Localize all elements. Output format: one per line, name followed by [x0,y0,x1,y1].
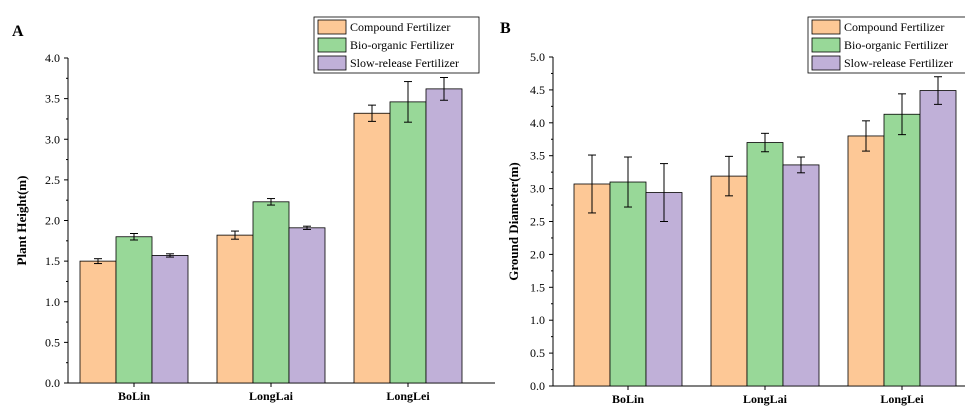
legend-swatch [811,37,841,53]
y-tick-label: 2.0 [45,214,60,228]
legend-entry: Slow-release Fertilizer [350,56,459,70]
y-axis-title: Plant Height(m) [14,176,29,266]
bar [216,234,254,384]
y-tick-label: 1.5 [45,254,60,268]
bar [782,164,820,387]
bar [919,90,957,387]
bar [115,236,153,384]
y-tick-label: 4.0 [530,116,545,130]
bar [353,112,391,384]
bar [883,113,921,387]
legend-entry: Bio-organic Fertilizer [844,38,948,52]
bar [151,255,189,384]
bar [710,175,748,387]
bar [847,135,885,387]
bar [288,227,326,384]
bar [389,101,427,384]
legend-swatch [811,19,841,35]
bar [645,192,683,387]
legend-swatch [317,19,347,35]
y-tick-label: 0.0 [530,379,545,393]
x-tick-label: LongLai [743,392,788,406]
y-tick-label: 3.5 [530,149,545,163]
bar [746,142,784,387]
y-tick-label: 4.5 [530,83,545,97]
panel-label: A [12,23,24,40]
y-tick-label: 3.0 [45,132,60,146]
x-tick-label: BoLin [118,389,150,403]
y-tick-label: 2.5 [45,173,60,187]
bar [573,183,611,387]
y-axis-title: Ground Diameter(m) [506,162,521,281]
y-tick-label: 3.0 [530,182,545,196]
legend-swatch [317,55,347,71]
x-tick-label: LongLei [386,389,430,403]
y-tick-label: 1.0 [530,313,545,327]
y-tick-label: 2.5 [530,215,545,229]
bar [609,181,647,387]
bar [252,201,290,384]
legend-entry: Bio-organic Fertilizer [350,38,454,52]
legend-entry: Compound Fertilizer [350,20,450,34]
legend-entry: Slow-release Fertilizer [844,56,953,70]
x-tick-label: LongLai [249,389,294,403]
y-tick-label: 1.0 [45,295,60,309]
y-tick-label: 0.0 [45,376,60,390]
legend-entry: Compound Fertilizer [844,20,944,34]
legend-swatch [317,37,347,53]
bar [79,260,117,384]
panel-label: B [500,20,511,37]
y-tick-label: 3.5 [45,92,60,106]
bar [425,88,463,384]
x-tick-label: BoLin [612,392,644,406]
legend-swatch [811,55,841,71]
y-tick-label: 1.5 [530,280,545,294]
y-tick-label: 0.5 [530,346,545,360]
y-tick-label: 0.5 [45,335,60,349]
y-tick-label: 5.0 [530,50,545,64]
x-tick-label: LongLei [880,392,924,406]
y-tick-label: 2.0 [530,247,545,261]
y-tick-label: 4.0 [45,51,60,65]
